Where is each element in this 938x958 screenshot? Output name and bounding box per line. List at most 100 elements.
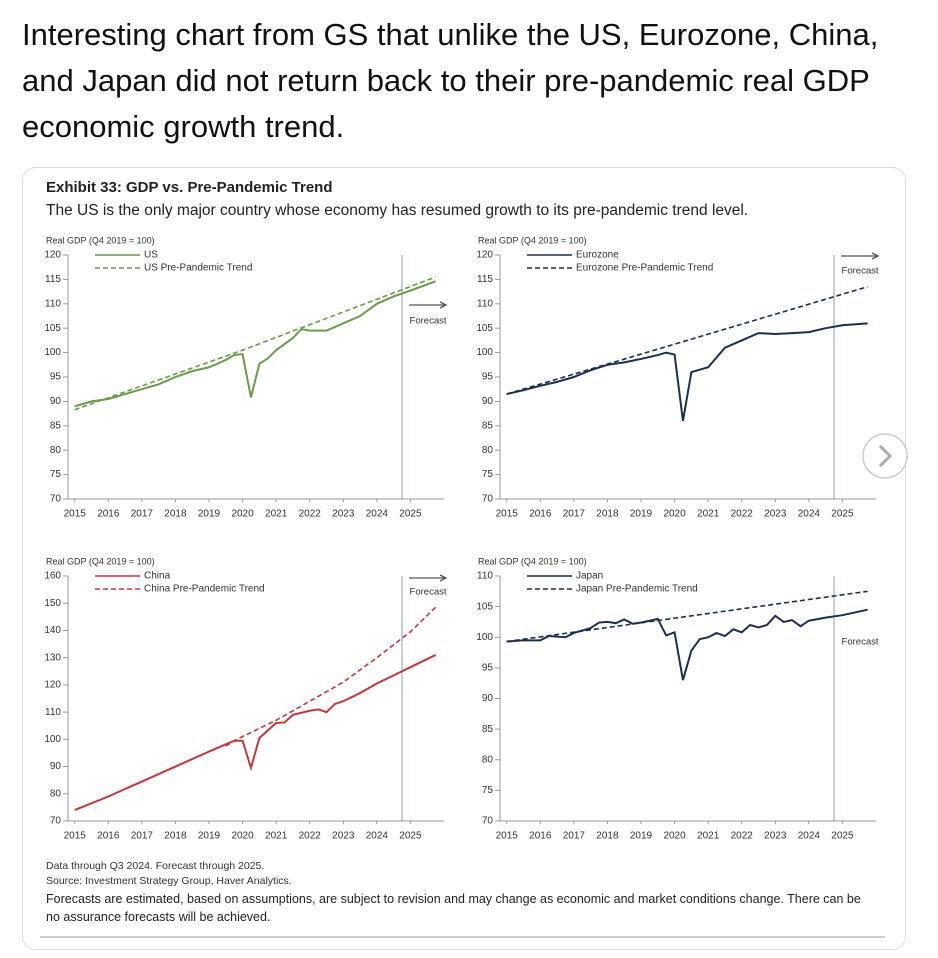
forecast-label: Forecast <box>410 587 447 598</box>
series-line <box>506 322 868 422</box>
legend-label: China Pre-Pandemic Trend <box>144 584 265 595</box>
forecast-arrow <box>409 574 448 582</box>
x-tick-label: 2024 <box>798 509 821 520</box>
y-tick-label: 100 <box>44 347 61 358</box>
x-tick-label: 2020 <box>231 509 254 520</box>
note: Data through Q3 2024. Forecast through 2… <box>46 860 265 872</box>
x-tick-label: 2018 <box>596 831 619 842</box>
y-tick-label: 75 <box>482 785 494 796</box>
image-card <box>22 167 906 950</box>
forecast-label: Forecast <box>842 266 879 277</box>
y-tick-label: 75 <box>50 469 62 480</box>
forecast-arrow <box>409 301 448 309</box>
x-tick-label: 2019 <box>630 831 653 842</box>
y-tick-label: 70 <box>482 494 494 505</box>
y-tick-label: 90 <box>50 761 62 772</box>
y-tick-label: 120 <box>44 680 61 691</box>
x-tick-label: 2023 <box>332 831 355 842</box>
x-tick-label: 2017 <box>563 831 586 842</box>
x-tick-label: 2018 <box>164 831 187 842</box>
series-line <box>74 654 437 812</box>
y-tick-label: 70 <box>50 816 62 827</box>
x-tick-label: 2022 <box>299 831 322 842</box>
x-tick-label: 2025 <box>831 509 854 520</box>
y-tick-label: 105 <box>476 323 493 334</box>
x-tick-label: 2022 <box>731 831 754 842</box>
x-tick-label: 2018 <box>596 509 619 520</box>
series-line <box>74 276 436 411</box>
y-tick-label: 85 <box>482 724 494 735</box>
legend-label: Japan Pre-Pandemic Trend <box>576 584 698 595</box>
x-tick-label: 2023 <box>764 831 787 842</box>
legend-label: Eurozone <box>576 250 619 261</box>
next-button[interactable] <box>862 433 908 479</box>
y-tick-label: 130 <box>44 652 61 663</box>
x-tick-label: 2017 <box>563 509 586 520</box>
x-tick-label: 2025 <box>399 831 422 842</box>
y-tick-label: 120 <box>476 250 493 261</box>
disclaimer: Forecasts are estimated, based on assump… <box>46 892 861 924</box>
y-tick-label: 115 <box>45 274 61 285</box>
y-tick-label: 80 <box>482 445 494 456</box>
x-tick-label: 2024 <box>798 831 821 842</box>
y-tick-label: 70 <box>482 816 494 827</box>
x-tick-label: 2017 <box>131 831 154 842</box>
y-tick-label: 80 <box>50 788 62 799</box>
forecast-label: Forecast <box>410 316 447 327</box>
series-line <box>74 280 436 408</box>
x-tick-label: 2016 <box>529 509 552 520</box>
y-tick-label: 95 <box>482 663 494 674</box>
x-tick-label: 2017 <box>131 509 154 520</box>
y-tick-label: 90 <box>482 693 494 704</box>
y-tick-label: 70 <box>50 494 62 505</box>
y-tick-label: 150 <box>44 598 61 609</box>
series-line <box>506 285 868 395</box>
y-tick-label: 90 <box>50 396 62 407</box>
forecast-arrow <box>841 252 880 260</box>
x-tick-label: 2022 <box>731 509 754 520</box>
y-axis-label: Real GDP (Q4 2019 = 100) <box>46 556 155 566</box>
y-tick-label: 110 <box>45 298 61 309</box>
series-line <box>225 606 437 747</box>
y-tick-label: 90 <box>482 396 494 407</box>
x-tick-label: 2024 <box>366 831 389 842</box>
x-tick-label: 2025 <box>831 831 854 842</box>
y-tick-label: 95 <box>482 372 494 383</box>
x-tick-label: 2023 <box>332 509 355 520</box>
legend-label: Japan <box>576 571 603 582</box>
x-tick-label: 2020 <box>663 509 686 520</box>
y-tick-label: 140 <box>44 625 61 636</box>
x-tick-label: 2023 <box>764 509 787 520</box>
y-tick-label: 115 <box>477 274 493 285</box>
y-tick-label: 105 <box>44 323 61 334</box>
y-tick-label: 120 <box>44 250 61 261</box>
y-tick-label: 110 <box>477 571 493 582</box>
x-tick-label: 2015 <box>496 831 519 842</box>
y-tick-label: 100 <box>476 632 493 643</box>
y-tick-label: 75 <box>482 469 494 480</box>
x-tick-label: 2019 <box>198 509 221 520</box>
exhibit-subtitle: The US is the only major country whose e… <box>46 202 749 219</box>
x-tick-label: 2021 <box>697 509 720 520</box>
y-axis-label: Real GDP (Q4 2019 = 100) <box>46 235 155 245</box>
y-axis-label: Real GDP (Q4 2019 = 100) <box>478 235 587 245</box>
next-chevron[interactable] <box>878 444 893 468</box>
x-tick-label: 2025 <box>399 509 422 520</box>
y-tick-label: 110 <box>45 707 61 718</box>
series-line <box>506 590 868 643</box>
y-tick-label: 95 <box>50 372 62 383</box>
x-tick-label: 2021 <box>697 831 720 842</box>
x-tick-label: 2024 <box>366 509 389 520</box>
next-circle[interactable] <box>862 433 908 479</box>
y-tick-label: 80 <box>50 445 62 456</box>
x-tick-label: 2020 <box>231 831 254 842</box>
exhibit-title: Exhibit 33: GDP vs. Pre-Pandemic Trend <box>46 179 333 196</box>
x-tick-label: 2021 <box>265 509 288 520</box>
note: Source: Investment Strategy Group, Haver… <box>46 875 292 887</box>
y-tick-label: 85 <box>482 420 494 431</box>
y-tick-label: 160 <box>44 571 61 582</box>
y-tick-label: 105 <box>476 601 493 612</box>
y-tick-label: 100 <box>476 347 493 358</box>
